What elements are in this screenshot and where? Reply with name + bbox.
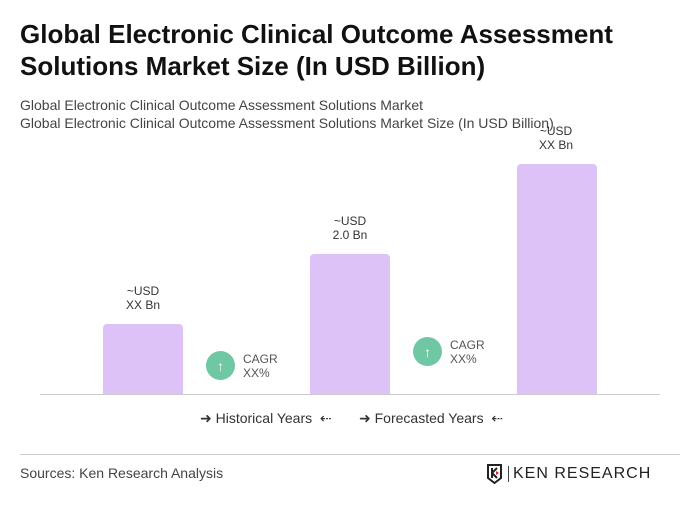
bar-label-3: ~USD XX Bn <box>538 124 574 152</box>
chart-title: Global Electronic Clinical Outcome Asses… <box>20 19 613 81</box>
bar-1 <box>103 324 183 394</box>
legend-historical: ➜ Historical Years ⇠ <box>200 410 332 426</box>
bar-label-1: ~USD XX Bn <box>125 284 161 312</box>
arrow-right-icon: ➜ <box>200 410 212 426</box>
legend-forecasted: ➜ Forecasted Years ⇠ <box>359 410 504 426</box>
cagr-badge-2: ↑ CAGR XX% <box>413 337 485 366</box>
bar-3 <box>517 164 597 394</box>
bar-2 <box>310 254 390 394</box>
sources-text: Sources: Ken Research Analysis <box>20 465 224 481</box>
arrow-left-icon: ⇠ <box>316 410 332 426</box>
x-axis <box>40 394 660 395</box>
chart-subtitle-2: Global Electronic Clinical Outcome Asses… <box>20 115 554 131</box>
arrow-left-icon: ⇠ <box>487 410 504 426</box>
divider <box>20 454 680 455</box>
cagr-badge-1: ↑ CAGR XX% <box>206 351 278 380</box>
bar-label-2: ~USD 2.0 Bn <box>332 214 368 242</box>
logo-text: KEN RESEARCH <box>513 465 652 482</box>
ken-research-logo: KEN RESEARCH <box>486 464 651 484</box>
arrow-up-icon: ↑ <box>413 337 442 366</box>
logo-mark-icon <box>487 464 502 484</box>
arrow-up-icon: ↑ <box>206 351 235 380</box>
arrow-right-icon: ➜ <box>359 410 371 426</box>
chart-subtitle: Global Electronic Clinical Outcome Asses… <box>20 97 424 113</box>
